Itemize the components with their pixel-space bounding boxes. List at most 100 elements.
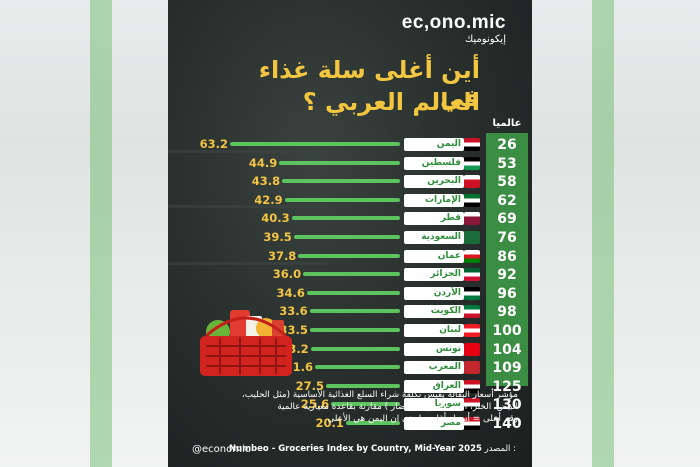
bar bbox=[293, 235, 400, 239]
bar-value-label: 27.5 bbox=[295, 378, 325, 393]
flag-icon bbox=[464, 268, 480, 282]
bar bbox=[303, 272, 400, 277]
bar bbox=[331, 402, 400, 407]
world-rank: 76 bbox=[497, 230, 517, 246]
bar-value-label: 20.1 bbox=[315, 416, 344, 430]
world-rank: 69 bbox=[497, 211, 517, 228]
world-rank: 62 bbox=[497, 192, 517, 209]
flag-icon bbox=[464, 286, 480, 300]
country-label: فلسطين bbox=[404, 156, 464, 170]
world-rank: 92 bbox=[497, 267, 517, 284]
country-label: المغرب bbox=[404, 361, 464, 375]
right-backdrop-stripe bbox=[592, 0, 614, 467]
left-backdrop bbox=[0, 0, 168, 467]
bar bbox=[306, 290, 400, 295]
country-label: لبنان bbox=[404, 324, 464, 337]
flag-icon bbox=[464, 324, 480, 337]
country-label: الجزائر bbox=[404, 268, 464, 282]
bar-value-label: 63.2 bbox=[199, 137, 228, 151]
country-label: السعودية bbox=[404, 231, 464, 244]
shopping-basket-icon bbox=[200, 310, 292, 376]
flag-icon bbox=[464, 342, 480, 356]
bar bbox=[315, 365, 400, 370]
bar-value-label: 25.6 bbox=[300, 397, 330, 412]
world-rank: 104 bbox=[492, 341, 522, 358]
social-handle: @economic bbox=[192, 444, 251, 455]
bar bbox=[345, 421, 400, 425]
shelf-line bbox=[168, 205, 328, 208]
bar bbox=[310, 346, 400, 351]
country-label: اليمن bbox=[404, 138, 464, 151]
world-rank: 96 bbox=[497, 285, 517, 302]
bar-value-label: 42.9 bbox=[254, 192, 283, 207]
shelf-line bbox=[168, 150, 328, 153]
world-rank: 130 bbox=[492, 397, 522, 414]
world-rank: 53 bbox=[497, 155, 517, 172]
flag-icon bbox=[464, 249, 480, 263]
country-label: مصر bbox=[404, 417, 464, 430]
flag-icon bbox=[464, 398, 480, 412]
world-rank: 140 bbox=[492, 416, 522, 432]
logo-latin: ec,ono.mic bbox=[401, 12, 506, 33]
flag-icon bbox=[464, 379, 480, 393]
flag-icon bbox=[464, 138, 480, 151]
note-line-2: البيض، الخبز، الأرز، اللحوم، الخضار ) مق… bbox=[277, 402, 518, 412]
infographic-card: ec,ono.mic إيكونوميك أين أغلى سلة غذاء ف… bbox=[168, 0, 532, 467]
bar-value-label: 36.0 bbox=[272, 267, 302, 282]
flag-icon bbox=[464, 175, 480, 189]
source-text: Numbeo - Groceries Index by Country, Mid… bbox=[229, 444, 482, 454]
bar bbox=[230, 142, 400, 146]
country-label: قطر bbox=[404, 212, 464, 226]
source-label: المصدر : bbox=[484, 444, 516, 454]
bar bbox=[309, 309, 400, 314]
brand-logo: ec,ono.mic إيكونوميك bbox=[402, 12, 506, 45]
flag-icon bbox=[464, 305, 480, 319]
index-note: مؤشر أسعار البقالة يقيس تكلفة شراء السلع… bbox=[198, 389, 518, 425]
world-rank: 58 bbox=[497, 174, 517, 191]
rank-column-header: عالميا bbox=[492, 118, 522, 129]
country-label: الكويت bbox=[404, 305, 464, 319]
world-rank: 109 bbox=[492, 360, 522, 377]
bar-value-label: 33.6 bbox=[279, 304, 308, 319]
country-label: عمان bbox=[404, 249, 464, 263]
source-line: Numbeo - Groceries Index by Country, Mid… bbox=[229, 444, 516, 454]
flag-icon bbox=[464, 156, 480, 170]
note-line-1: مؤشر أسعار البقالة يقيس تكلفة شراء السلع… bbox=[241, 390, 518, 400]
bar-value-label: 39.5 bbox=[263, 230, 292, 244]
bar-value-label: 40.3 bbox=[261, 211, 290, 226]
bar-value-label: 34.6 bbox=[276, 285, 305, 300]
country-label: الأردن bbox=[404, 286, 464, 300]
bar bbox=[282, 179, 400, 184]
bar bbox=[284, 197, 400, 202]
bar bbox=[326, 383, 400, 388]
world-rank: 86 bbox=[497, 248, 517, 265]
world-rank: 26 bbox=[497, 137, 517, 153]
rank-column bbox=[486, 133, 528, 386]
world-rank: 125 bbox=[492, 378, 522, 395]
bar-value-label: 43.8 bbox=[251, 174, 281, 189]
logo-arabic: إيكونوميك bbox=[464, 34, 506, 45]
bar-value-label: 44.9 bbox=[248, 155, 278, 170]
note-line-3: رقم أعلى = أسعار أغلى مايعني ان اليمن هي… bbox=[327, 414, 518, 424]
bar bbox=[291, 216, 400, 221]
bar-value-label: 33.5 bbox=[279, 323, 308, 337]
bar bbox=[298, 253, 400, 258]
country-label: العراق bbox=[404, 379, 464, 393]
world-rank: 98 bbox=[497, 304, 517, 321]
right-backdrop bbox=[532, 0, 700, 467]
bar bbox=[279, 160, 400, 165]
flag-icon bbox=[464, 231, 480, 244]
world-rank: 100 bbox=[492, 323, 522, 339]
bar-value-label: 37.8 bbox=[267, 248, 297, 263]
shelf-line bbox=[168, 262, 328, 265]
country-label: تونس bbox=[404, 342, 464, 356]
flag-icon bbox=[464, 417, 480, 430]
left-backdrop-stripe bbox=[90, 0, 112, 467]
bar bbox=[309, 328, 400, 332]
country-label: الإمارات bbox=[404, 193, 464, 207]
flag-icon bbox=[464, 212, 480, 226]
title-line-1: أين أغلى سلة غذاء في bbox=[258, 56, 480, 112]
flag-icon bbox=[464, 193, 480, 207]
flag-icon bbox=[464, 361, 480, 375]
